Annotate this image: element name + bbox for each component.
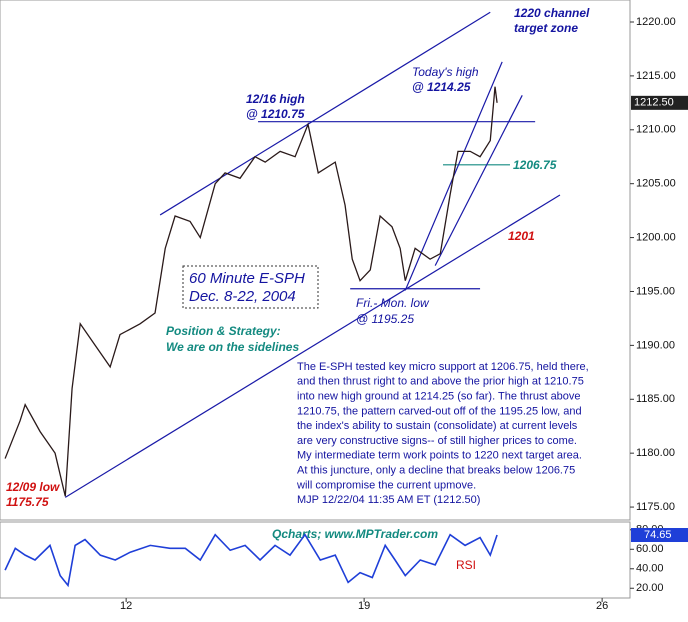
annotation: Position & Strategy: [166, 324, 281, 338]
y-tick-label: 1210.00 [636, 124, 676, 136]
y-tick-label: 1175.00 [636, 501, 675, 513]
x-tick-label: 19 [358, 600, 370, 612]
commentary-line: MJP 12/22/04 11:35 AM ET (1212.50) [297, 494, 480, 506]
y-tick-label: 1205.00 [636, 178, 676, 190]
commentary-line: the index's ability to sustain (consolid… [297, 420, 578, 432]
y-tick-label: 20.00 [636, 582, 664, 594]
last-value-tag [631, 528, 688, 543]
commentary-line: and then thrust right to and above the p… [297, 376, 584, 388]
y-tick-label: 1180.00 [636, 447, 675, 459]
x-tick-label: 26 [596, 600, 608, 612]
trendline [159, 11, 491, 216]
commentary-line: will compromise the current upmove. [296, 479, 476, 491]
y-tick-label: 1190.00 [636, 339, 675, 351]
y-tick-label: 1185.00 [636, 393, 675, 405]
annotation: 1206.75 [513, 158, 557, 172]
commentary-line: into new high ground at 1214.25 (so far)… [297, 391, 581, 403]
annotation: 12/09 low [6, 480, 60, 494]
annotation: target zone [514, 21, 578, 35]
y-tick-label: 1215.00 [636, 70, 676, 82]
y-tick-label: 1200.00 [636, 231, 676, 243]
annotation: @ 1210.75 [246, 107, 305, 121]
trendline [434, 95, 523, 266]
last-value-label: 74.65 [644, 529, 672, 541]
annotation: @ 1214.25 [412, 80, 471, 94]
rsi-title: Qcharts; www.MPTrader.com [272, 527, 438, 541]
x-tick-label: 12 [120, 600, 132, 612]
annotation: 1175.75 [6, 495, 49, 509]
annotation: @ 1195.25 [356, 312, 414, 326]
y-tick-label: 1195.00 [636, 285, 675, 297]
rsi-panel [0, 521, 631, 599]
chart-title: 60 Minute E-SPH [189, 270, 305, 287]
series-line [4, 86, 498, 497]
commentary-line: My intermediate term work points to 1220… [297, 450, 582, 462]
y-tick-label: 1220.00 [636, 16, 676, 28]
annotation: 12/16 high [246, 92, 305, 106]
chart-subtitle: Dec. 8-22, 2004 [189, 288, 296, 305]
commentary-line: are very constructive signs-- of still h… [297, 435, 577, 447]
legend-label: RSI [456, 558, 476, 572]
price-panel [0, 0, 631, 521]
last-price-tag [631, 95, 688, 110]
annotation: Fri.- Mon. low [356, 296, 430, 310]
annotation: Today's high [412, 65, 479, 79]
y-tick-label: 60.00 [636, 543, 664, 555]
last-price-label: 1212.50 [634, 97, 674, 109]
annotation: 1201 [508, 229, 535, 243]
title-box [182, 265, 319, 309]
trendline [64, 194, 561, 498]
annotation: We are on the sidelines [166, 340, 299, 354]
annotation: 1220 channel [514, 6, 590, 20]
series-line [4, 533, 498, 588]
y-tick-label: 40.00 [636, 563, 664, 575]
commentary-line: 1210.75, the pattern carved-out off of t… [297, 405, 582, 417]
commentary-line: The E-SPH tested key micro support at 12… [297, 361, 589, 373]
commentary-line: At this juncture, only a decline that br… [297, 465, 575, 477]
